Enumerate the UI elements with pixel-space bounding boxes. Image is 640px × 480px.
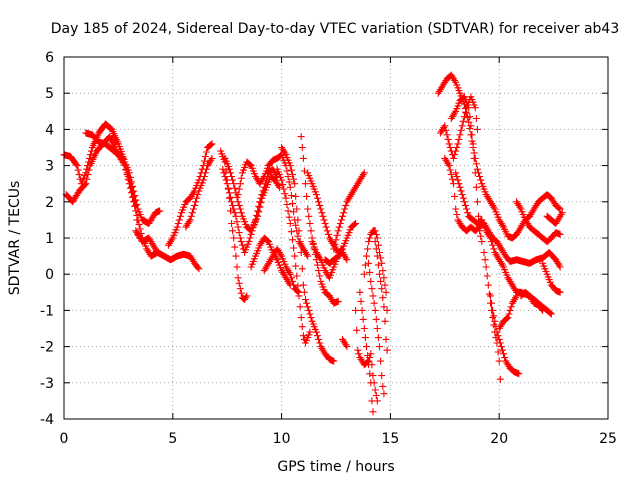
- axis-ticks: [63, 56, 609, 420]
- x-tick-label: 15: [381, 431, 399, 447]
- y-tick-labels: -4 -3 -2 -1 0 1 2 3 4 5 6: [40, 50, 54, 428]
- x-tick-label: 0: [60, 431, 69, 447]
- chart-title: Day 185 of 2024, Sidereal Day-to-day VTE…: [51, 21, 620, 37]
- grid: [64, 57, 608, 419]
- y-tick-label: -1: [40, 303, 54, 319]
- y-tick-label: 6: [45, 50, 54, 66]
- y-tick-label: -3: [40, 376, 54, 392]
- y-tick-label: -2: [40, 340, 54, 356]
- x-tick-label: 5: [168, 431, 177, 447]
- x-tick-labels: 0 5 10 15 20 25: [60, 431, 617, 447]
- y-tick-label: 4: [45, 122, 54, 138]
- x-tick-label: 20: [490, 431, 508, 447]
- y-tick-label: 2: [45, 195, 54, 211]
- y-axis-title: SDTVAR / TECUs: [7, 181, 23, 296]
- y-tick-label: 3: [45, 159, 54, 175]
- y-tick-label: 5: [45, 86, 54, 102]
- x-axis-title: GPS time / hours: [277, 459, 394, 475]
- y-tick-label: -4: [40, 412, 54, 428]
- x-tick-label: 10: [273, 431, 291, 447]
- x-tick-label: 25: [599, 431, 617, 447]
- y-tick-label: 0: [45, 267, 54, 283]
- y-tick-label: 1: [45, 231, 54, 247]
